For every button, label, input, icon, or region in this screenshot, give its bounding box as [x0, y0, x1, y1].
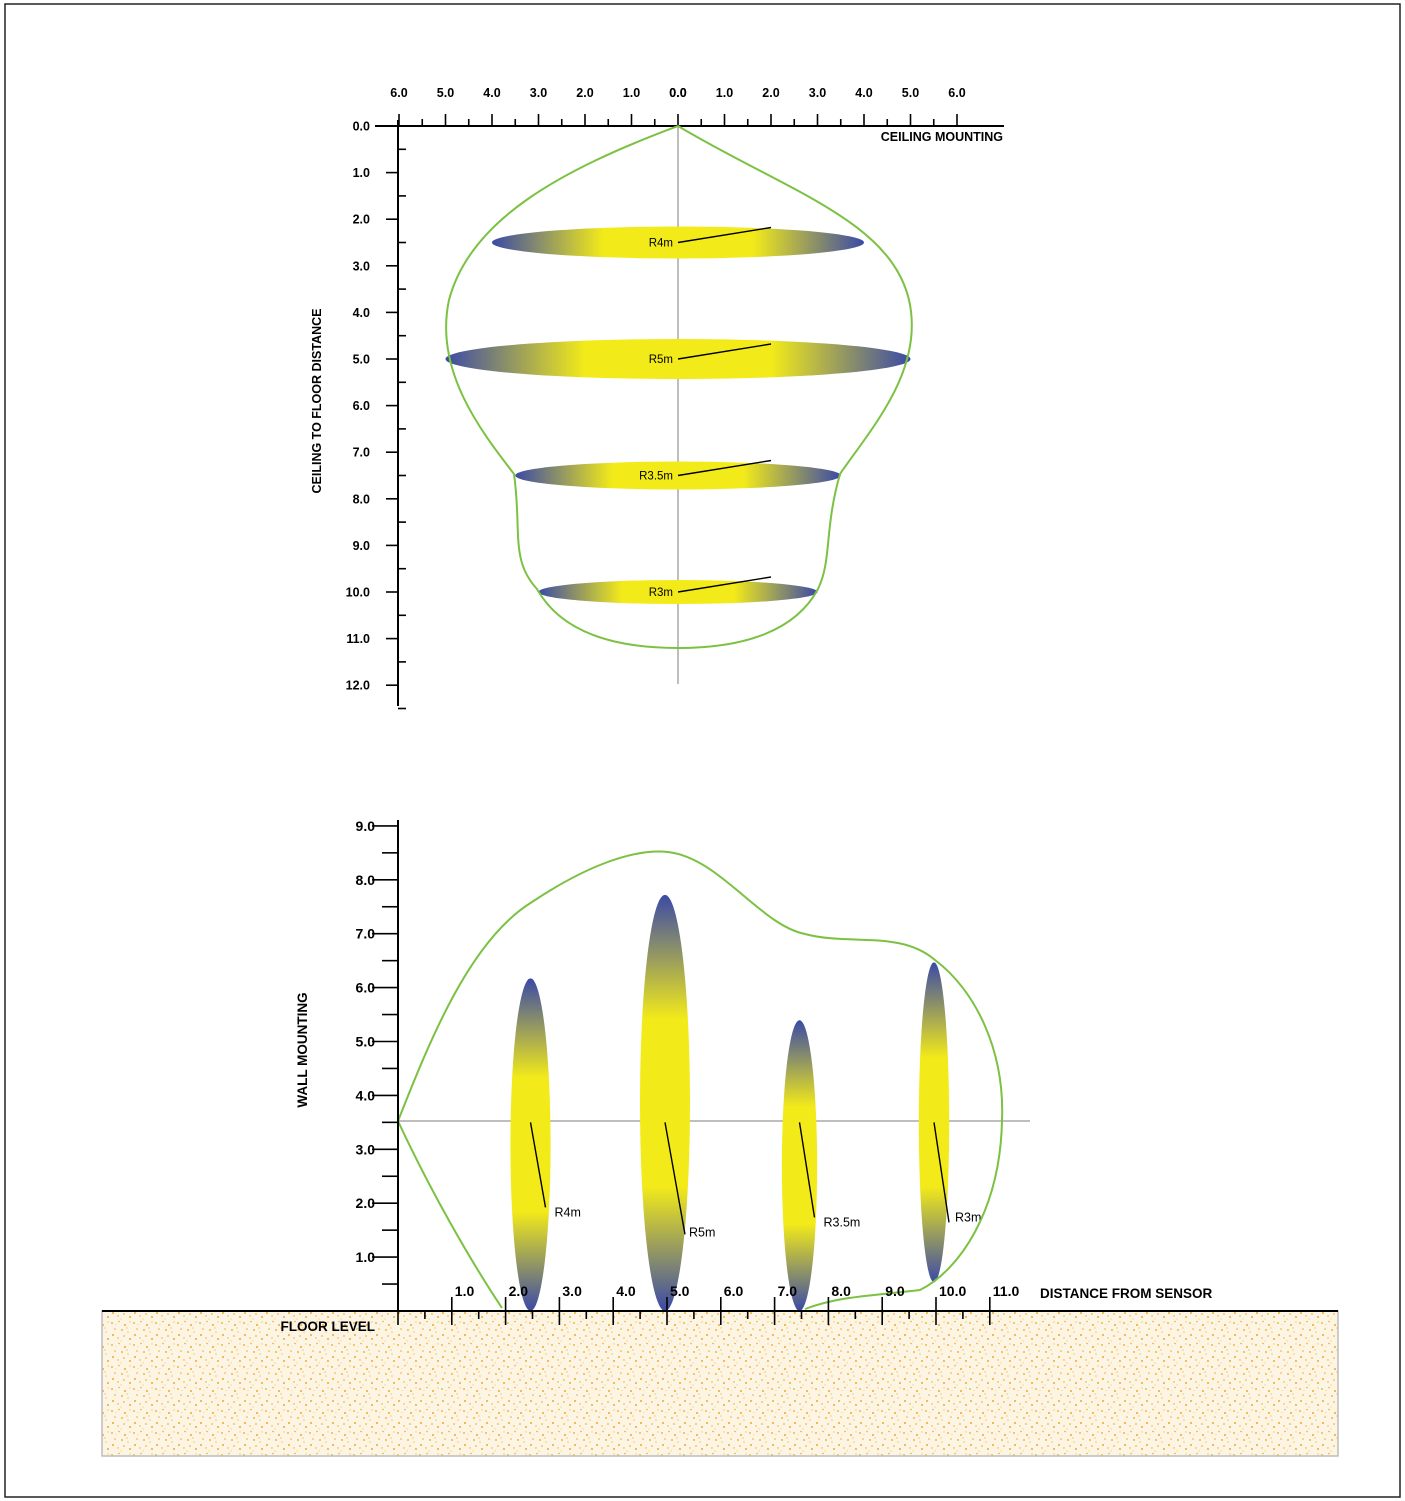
- wall-detection-zone: [510, 978, 551, 1311]
- ceiling-y-tick-label: 1.0: [353, 166, 370, 180]
- ceiling-x-tick-label: 1.0: [623, 86, 640, 100]
- ceiling-x-tick-label: 4.0: [855, 86, 872, 100]
- ceiling-y-tick-label: 12.0: [346, 679, 370, 693]
- wall-radius-line: [798, 1122, 816, 1218]
- wall-x-tick-label: 5.0: [670, 1283, 690, 1299]
- ceiling-x-tick-label: 2.0: [576, 86, 593, 100]
- wall-y-axis-title: WALL MOUNTING: [295, 992, 310, 1107]
- ceiling-x-tick-label: 5.0: [902, 86, 919, 100]
- ceiling-y-tick-label: 7.0: [353, 446, 370, 460]
- ceiling-y-tick-label: 3.0: [353, 259, 370, 273]
- wall-zone-label: R4m: [555, 1205, 581, 1219]
- distance-from-sensor-label: DISTANCE FROM SENSOR: [1040, 1286, 1213, 1301]
- ceiling-x-tick-label: 0.0: [669, 86, 686, 100]
- ceiling-y-tick-label: 5.0: [353, 353, 370, 367]
- wall-x-tick-label: 1.0: [455, 1283, 475, 1299]
- wall-x-tick-label: 4.0: [616, 1283, 636, 1299]
- ceiling-radius-line: [677, 226, 772, 244]
- ceiling-x-tick-label: 5.0: [437, 86, 454, 100]
- ceiling-y-tick-label: 0.0: [353, 120, 370, 134]
- ceiling-x-tick-label: 3.0: [530, 86, 547, 100]
- wall-zones: R4m R5m R3.5m R3m: [510, 894, 981, 1311]
- wall-mounting-diagram: R4m R5m R3.5m R3m 1.0 2.0 3.0 4.0 5.0 6.0 7.0 8.0 9…: [101, 818, 1339, 1457]
- wall-zone-label: R3m: [955, 1210, 981, 1224]
- wall-detection-zone: [640, 894, 690, 1311]
- ceiling-zone-label: R5m: [649, 354, 673, 366]
- wall-radius-line: [529, 1122, 547, 1208]
- ceiling-x-tick-label: 6.0: [390, 86, 407, 100]
- ceiling-x-ticks: [398, 114, 958, 126]
- floor-level-label: FLOOR LEVEL: [281, 1319, 376, 1334]
- ceiling-zone-label: R4m: [649, 238, 673, 250]
- ceiling-zone-label: R3.5m: [639, 471, 673, 483]
- wall-y-tick-label: 9.0: [356, 818, 376, 834]
- ceiling-y-tick-label: 8.0: [353, 492, 370, 506]
- ceiling-x-tick-label: 2.0: [762, 86, 779, 100]
- ceiling-y-ticks: [386, 125, 406, 710]
- wall-radius-line: [664, 1122, 686, 1235]
- wall-x-tick-labels: 1.0 2.0 3.0 4.0 5.0 6.0 7.0 8.0 9.0 10.0 11.0: [455, 1283, 1020, 1299]
- ceiling-x-tick-label: 6.0: [948, 86, 965, 100]
- ceiling-zones: R4m R5m R3.5m R3m: [445, 226, 911, 604]
- wall-x-tick-label: 7.0: [778, 1283, 798, 1299]
- wall-x-tick-label: 6.0: [724, 1283, 744, 1299]
- ceiling-y-tick-label: 6.0: [353, 399, 370, 413]
- ceiling-mounting-diagram: 6.0 5.0 4.0 3.0 2.0 1.0 0.0 0.0 1.0 2.0 3.0 4.0 5.0 6…: [310, 86, 1004, 710]
- figure-border: [4, 3, 1401, 1498]
- wall-x-tick-label: 2.0: [509, 1283, 529, 1299]
- wall-y-tick-label: 5.0: [356, 1034, 376, 1050]
- ceiling-y-tick-label: 2.0: [353, 213, 370, 227]
- wall-radius-line: [933, 1122, 950, 1223]
- wall-y-ticks: [372, 825, 398, 1285]
- wall-y-tick-label: 1.0: [356, 1249, 376, 1265]
- wall-y-tick-label: 4.0: [356, 1087, 376, 1103]
- ceiling-y-tick-label: 11.0: [346, 632, 370, 646]
- ceiling-coverage-envelope: [445, 124, 913, 650]
- wall-x-ticks: [397, 1297, 991, 1325]
- wall-coverage-envelope: [397, 850, 1004, 1310]
- wall-detection-zone: [781, 1020, 818, 1311]
- wall-zone-label: R5m: [689, 1225, 715, 1239]
- wall-x-tick-label: 10.0: [939, 1283, 966, 1299]
- wall-y-tick-label: 6.0: [356, 980, 376, 996]
- ceiling-y-tick-label: 9.0: [353, 539, 370, 553]
- wall-y-tick-label: 8.0: [356, 872, 376, 888]
- ceiling-mounting-title: CEILING MOUNTING: [881, 130, 1003, 144]
- ceiling-radius-line: [677, 576, 772, 593]
- ceiling-y-tick-label: 4.0: [353, 306, 370, 320]
- ceiling-radius-line: [677, 343, 772, 360]
- wall-x-tick-label: 3.0: [562, 1283, 582, 1299]
- wall-x-tick-label: 11.0: [993, 1283, 1020, 1299]
- ceiling-x-tick-labels: 6.0 5.0 4.0 3.0 2.0 1.0 0.00.0 1.0 2.0 3.0 4.0 5.0 6…: [390, 86, 965, 100]
- ceiling-y-tick-labels: 0.0 1.0 2.0 3.0 4.0 5.0 6.0 7.0 8.0 9.0 10.0 11.0 12…: [346, 120, 370, 693]
- ceiling-x-tick-label: 3.0: [809, 86, 826, 100]
- wall-x-tick-label: 8.0: [831, 1283, 851, 1299]
- ceiling-y-axis-title: CEILING TO FLOOR DISTANCE: [310, 309, 324, 494]
- floor-area: [101, 1310, 1339, 1457]
- wall-coverage-envelope-lower: [397, 1120, 503, 1309]
- ceiling-zone-label: R3m: [649, 587, 673, 599]
- wall-y-tick-label: 2.0: [356, 1195, 376, 1211]
- wall-zone-label: R3.5m: [824, 1215, 861, 1229]
- ceiling-x-tick-label: 1.0: [716, 86, 733, 100]
- wall-y-tick-label: 3.0: [356, 1141, 376, 1157]
- ceiling-x-tick-label: 0.0: [669, 86, 686, 100]
- wall-x-tick-label: 9.0: [885, 1283, 905, 1299]
- wall-y-tick-label: 7.0: [356, 926, 376, 942]
- ceiling-y-tick-label: 10.0: [346, 586, 370, 600]
- wall-y-tick-labels: 1.0 2.0 3.0 4.0 5.0 6.0 7.0 8.0 9.0: [356, 818, 376, 1265]
- ceiling-x-tick-label: 4.0: [483, 86, 500, 100]
- ceiling-radius-line: [677, 459, 772, 477]
